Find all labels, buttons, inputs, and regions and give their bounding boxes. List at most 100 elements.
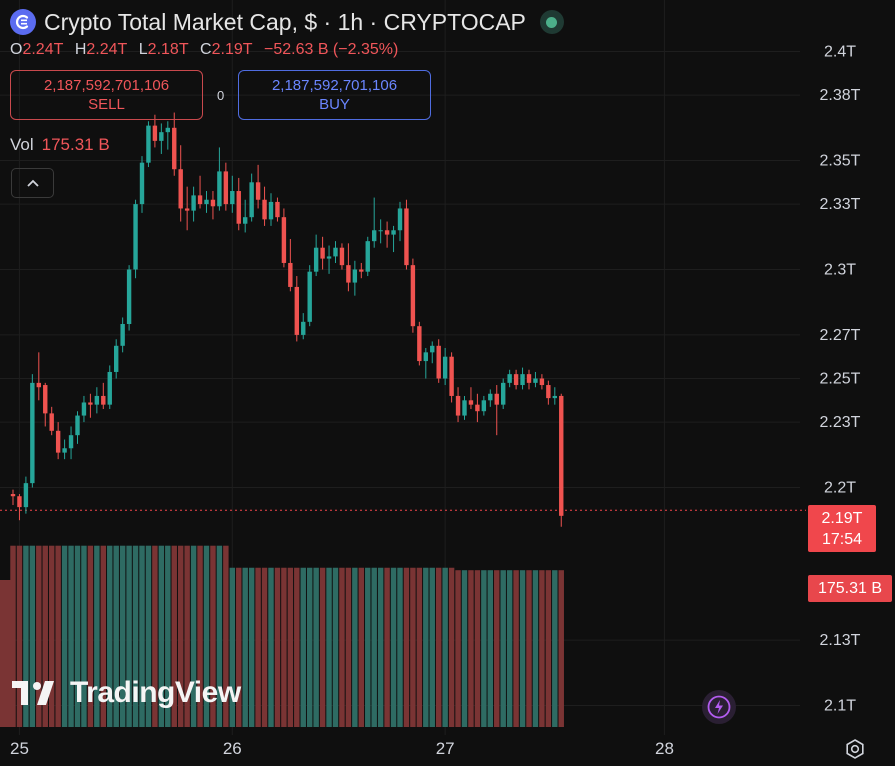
candle-body <box>255 182 261 200</box>
volume-bar <box>10 545 16 727</box>
volume-bar <box>332 567 339 727</box>
volume-bar <box>352 567 358 727</box>
candle-body <box>339 247 345 266</box>
candle-body <box>268 201 274 220</box>
sell-price: 2,187,592,701,106 <box>43 77 170 94</box>
volume-bar <box>371 567 377 727</box>
volume-bar <box>519 570 526 727</box>
candle-body <box>262 199 267 220</box>
buy-label: BUY <box>319 96 350 113</box>
volume-bar <box>74 545 81 727</box>
candle-body <box>43 385 48 414</box>
volume-bar <box>435 567 442 727</box>
candle-body <box>520 374 525 386</box>
y-tick-label: 2.1T <box>824 698 856 715</box>
low-value: 2.18T <box>147 41 189 58</box>
candle-body <box>75 415 80 436</box>
volume-bar <box>365 567 371 727</box>
candle-body <box>397 208 403 231</box>
y-tick-label: 2.2T <box>824 480 856 497</box>
volume-bar <box>487 570 494 727</box>
candle-body <box>204 199 209 205</box>
lightning-icon[interactable] <box>702 690 736 724</box>
candle-body <box>275 201 280 218</box>
symbol-title[interactable]: Crypto Total Market Cap, $ · 1h · CRYPTO… <box>44 8 526 35</box>
candles <box>10 112 564 527</box>
tradingview-logo[interactable]: TradingView <box>12 676 241 710</box>
time-axis[interactable]: 25 26 27 28 <box>10 739 674 758</box>
y-tick-label: 2.23T <box>820 414 861 431</box>
volume-bar <box>55 545 61 727</box>
candle-body <box>178 169 183 209</box>
candle-body <box>417 326 422 362</box>
candle-body <box>88 402 93 405</box>
volume-bar <box>377 567 384 727</box>
candle-body <box>494 393 499 405</box>
market-status-icon[interactable] <box>539 10 564 34</box>
collapse-legend-button[interactable] <box>11 168 54 198</box>
candle-body <box>223 171 229 205</box>
candle-body <box>320 247 325 259</box>
volume-bar <box>197 545 203 727</box>
candle-body <box>55 430 61 453</box>
candle-body <box>526 374 532 383</box>
candle-body <box>49 413 54 431</box>
candle-body <box>365 241 370 272</box>
candle-body <box>197 195 203 205</box>
settings-gear-icon[interactable] <box>842 736 868 762</box>
candle-body <box>307 271 312 322</box>
volume-value: 175.31 B <box>41 135 110 154</box>
volume-bar <box>294 567 300 727</box>
volume-bar <box>552 570 558 727</box>
candle-body <box>152 125 158 141</box>
y-tick-label: 2.38T <box>820 87 861 104</box>
volume-bar <box>61 545 68 727</box>
candle-body <box>210 199 216 207</box>
volume-bar <box>248 567 255 727</box>
candle-body <box>391 230 396 235</box>
volume-bar <box>468 570 474 727</box>
candle-body <box>133 204 138 270</box>
volume-bar <box>216 545 223 727</box>
tradingview-wordmark: TradingView <box>70 676 241 709</box>
x-tick-label: 26 <box>223 739 242 758</box>
candle-body <box>217 171 222 207</box>
candle-body <box>546 385 551 399</box>
candle-body <box>430 345 435 353</box>
candle-body <box>62 448 67 453</box>
volume-bar <box>474 570 481 727</box>
y-tick-label: 2.27T <box>820 327 861 344</box>
candle-body <box>488 393 493 401</box>
buy-button[interactable]: 2,187,592,701,106 BUY <box>238 70 431 120</box>
candle-body <box>101 395 106 405</box>
volume-bar <box>223 545 229 727</box>
open-label: O <box>10 41 23 58</box>
bar-countdown: 17:54 <box>821 531 863 548</box>
high-label: H <box>74 41 87 58</box>
volume-legend: Vol 175.31 B <box>10 135 110 155</box>
sell-button[interactable]: 2,187,592,701,106 SELL <box>10 70 203 120</box>
volume-bar <box>410 567 416 727</box>
high-value: 2.24T <box>86 41 128 58</box>
price-axis[interactable]: 2.4T 2.38T 2.35T 2.33T 2.3T 2.27T 2.25T 2.23T 2.… <box>820 44 861 715</box>
candle-body <box>139 162 145 205</box>
volume-bar <box>210 545 216 727</box>
spread-value: 0 <box>217 88 225 103</box>
volume-bar <box>184 545 190 727</box>
volume-bar <box>274 567 281 727</box>
volume-bar <box>429 567 435 727</box>
volume-bar <box>139 545 145 727</box>
candle-body <box>326 256 332 259</box>
volume-bar <box>461 570 468 727</box>
candle-body <box>120 324 125 346</box>
last-price-value: 2.19T <box>821 510 863 527</box>
volume-bar <box>145 545 152 727</box>
ohlc-readout: O2.24T H2.24T L2.18T C2.19T −52.63 B (−2… <box>10 41 405 59</box>
volume-bar <box>403 567 410 727</box>
candle-body <box>146 125 151 163</box>
candle-body <box>313 247 319 272</box>
volume-bar <box>390 567 397 727</box>
volume-bar <box>345 567 352 727</box>
crypto-logo-icon <box>10 9 36 35</box>
